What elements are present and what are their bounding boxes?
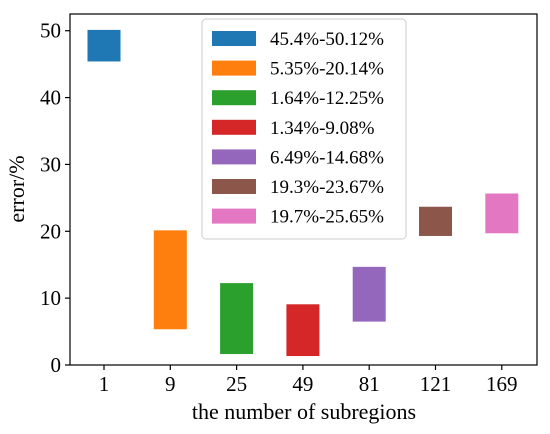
range-bar-1	[87, 29, 121, 62]
legend: 45.4%-50.12% 5.35%-20.14% 1.64%-12.25% 1.34…	[201, 18, 407, 240]
range-bar-25	[220, 283, 254, 355]
x-tick-label: 81	[359, 372, 380, 396]
range-bar-121	[419, 206, 452, 236]
y-tick-label: 0	[51, 353, 62, 377]
x-tick-label: 49	[292, 372, 313, 396]
y-axis-label: error/%	[4, 155, 29, 222]
range-bar-9	[153, 230, 187, 330]
legend-swatch	[212, 90, 256, 106]
y-tick-label: 20	[40, 219, 61, 243]
y-tick-label: 10	[40, 286, 61, 310]
x-tick-label: 25	[226, 372, 247, 396]
legend-label: 19.7%-25.65%	[270, 207, 384, 228]
legend-label: 1.64%-12.25%	[270, 88, 384, 109]
y-tick-label: 50	[40, 19, 61, 43]
x-tick-label: 9	[165, 372, 176, 396]
legend-swatch	[212, 31, 256, 46]
x-tick-label: 169	[486, 372, 518, 396]
y-axis-ticks: 0 10 20 30 40 50	[40, 19, 70, 377]
legend-label: 19.3%-23.67%	[270, 177, 384, 198]
x-axis-ticks: 1 9 25 49 81 121 169	[99, 365, 518, 396]
x-tick-label: 121	[420, 372, 452, 396]
legend-label: 45.4%-50.12%	[270, 29, 384, 50]
y-tick-label: 30	[40, 152, 61, 176]
legend-swatch	[212, 119, 256, 135]
legend-swatch	[212, 60, 256, 76]
legend-label: 5.35%-20.14%	[270, 59, 384, 80]
range-bar-81	[352, 266, 386, 322]
range-bar-169	[485, 193, 519, 234]
x-tick-label: 1	[99, 372, 110, 396]
legend-label: 6.49%-14.68%	[270, 147, 384, 168]
legend-label: 1.34%-9.08%	[270, 118, 375, 139]
legend-swatch	[212, 208, 256, 224]
range-bar-49	[286, 304, 320, 357]
bars-group	[87, 29, 519, 357]
x-axis-label: the number of subregions	[192, 399, 416, 424]
y-tick-label: 40	[40, 86, 61, 110]
legend-swatch	[212, 149, 256, 165]
legend-swatch	[212, 179, 256, 194]
